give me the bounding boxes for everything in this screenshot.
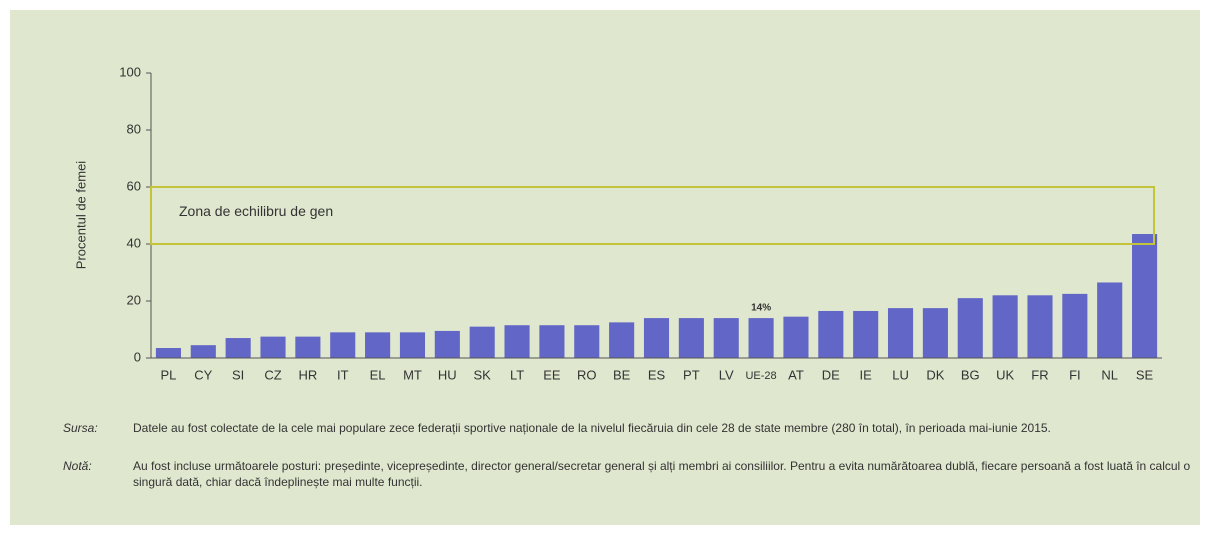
x-tick-label: UE-28 bbox=[745, 370, 776, 382]
x-tick-label: SK bbox=[474, 367, 492, 382]
value-label: 14% bbox=[751, 303, 771, 314]
bar bbox=[713, 318, 739, 358]
y-tick-label: 20 bbox=[127, 292, 141, 307]
bar bbox=[155, 348, 181, 358]
x-tick-label: HR bbox=[298, 367, 317, 382]
bar bbox=[190, 345, 216, 358]
y-tick-label: 100 bbox=[119, 64, 141, 79]
bar bbox=[678, 318, 704, 358]
bar bbox=[539, 325, 565, 358]
source-text: Datele au fost colectate de la cele mai … bbox=[133, 421, 1051, 435]
bar bbox=[1062, 293, 1088, 358]
bar bbox=[783, 316, 809, 358]
source: Sursa: Datele au fost colectate de la ce… bbox=[63, 420, 1193, 436]
x-tick-label: EL bbox=[370, 367, 386, 382]
balance-zone bbox=[150, 186, 1155, 245]
y-axis-label: Procentul de femei bbox=[73, 161, 88, 270]
bar bbox=[330, 332, 356, 358]
x-tick-label: FR bbox=[1031, 367, 1048, 382]
bar bbox=[1027, 295, 1053, 358]
bar bbox=[748, 318, 774, 358]
bar bbox=[399, 332, 426, 358]
x-tick-label: NL bbox=[1101, 367, 1118, 382]
x-tick-label: IT bbox=[337, 367, 349, 382]
note-text: Au fost incluse următoarele posturi: pre… bbox=[133, 459, 1191, 489]
x-tick-label: CZ bbox=[264, 367, 281, 382]
x-tick-label: ES bbox=[648, 367, 666, 382]
chart: Procentul de femei 0 20 40 60 80 100 PL CY SI CZ H… bbox=[73, 64, 1162, 382]
x-tick-label: SE bbox=[1136, 367, 1154, 382]
x-tick-label: FI bbox=[1069, 367, 1081, 382]
bar bbox=[887, 308, 914, 358]
x-tick-label: CY bbox=[194, 367, 212, 382]
bar bbox=[295, 336, 321, 358]
bar bbox=[818, 310, 844, 358]
x-tick-label: DE bbox=[822, 367, 840, 382]
x-tick-label: LU bbox=[892, 367, 909, 382]
y-tick-label: 80 bbox=[127, 121, 141, 136]
x-tick-label: EE bbox=[543, 367, 561, 382]
x-tick-label: LV bbox=[719, 367, 734, 382]
bar bbox=[574, 325, 600, 358]
y-tick-label: 40 bbox=[127, 235, 141, 250]
zone-label: Zona de echilibru de gen bbox=[179, 203, 333, 219]
bar bbox=[434, 330, 460, 358]
x-tick-label: BG bbox=[961, 367, 980, 382]
bar bbox=[260, 336, 286, 358]
y-tick-label: 60 bbox=[127, 178, 141, 193]
bar bbox=[365, 332, 391, 358]
x-tick-label: RO bbox=[577, 367, 597, 382]
bar bbox=[225, 338, 251, 358]
x-tick-label: HU bbox=[438, 367, 457, 382]
bar bbox=[469, 326, 495, 358]
bar bbox=[609, 322, 635, 358]
x-tick-label: UK bbox=[996, 367, 1014, 382]
x-tick-label: IE bbox=[860, 367, 873, 382]
x-tick-label: SI bbox=[232, 367, 244, 382]
x-tick-label: LT bbox=[510, 367, 524, 382]
x-tick-label: BE bbox=[613, 367, 631, 382]
y-tick-label: 0 bbox=[134, 349, 141, 364]
x-tick-label: PT bbox=[683, 367, 700, 382]
panel bbox=[10, 10, 1200, 525]
bar bbox=[992, 295, 1018, 358]
x-tick-label: PL bbox=[160, 367, 176, 382]
note: Notă: Au fost incluse următoarele postur… bbox=[63, 458, 1193, 490]
bar bbox=[1132, 234, 1158, 358]
x-tick-label: MT bbox=[403, 367, 422, 382]
bar bbox=[643, 318, 670, 358]
bar bbox=[1097, 282, 1123, 358]
source-label: Sursa: bbox=[63, 421, 98, 435]
bar bbox=[922, 308, 948, 358]
bar bbox=[853, 310, 879, 358]
bar bbox=[957, 298, 983, 358]
bar bbox=[504, 325, 530, 358]
note-label: Notă: bbox=[63, 459, 92, 473]
x-tick-label: DK bbox=[926, 367, 944, 382]
x-tick-label: AT bbox=[788, 367, 804, 382]
